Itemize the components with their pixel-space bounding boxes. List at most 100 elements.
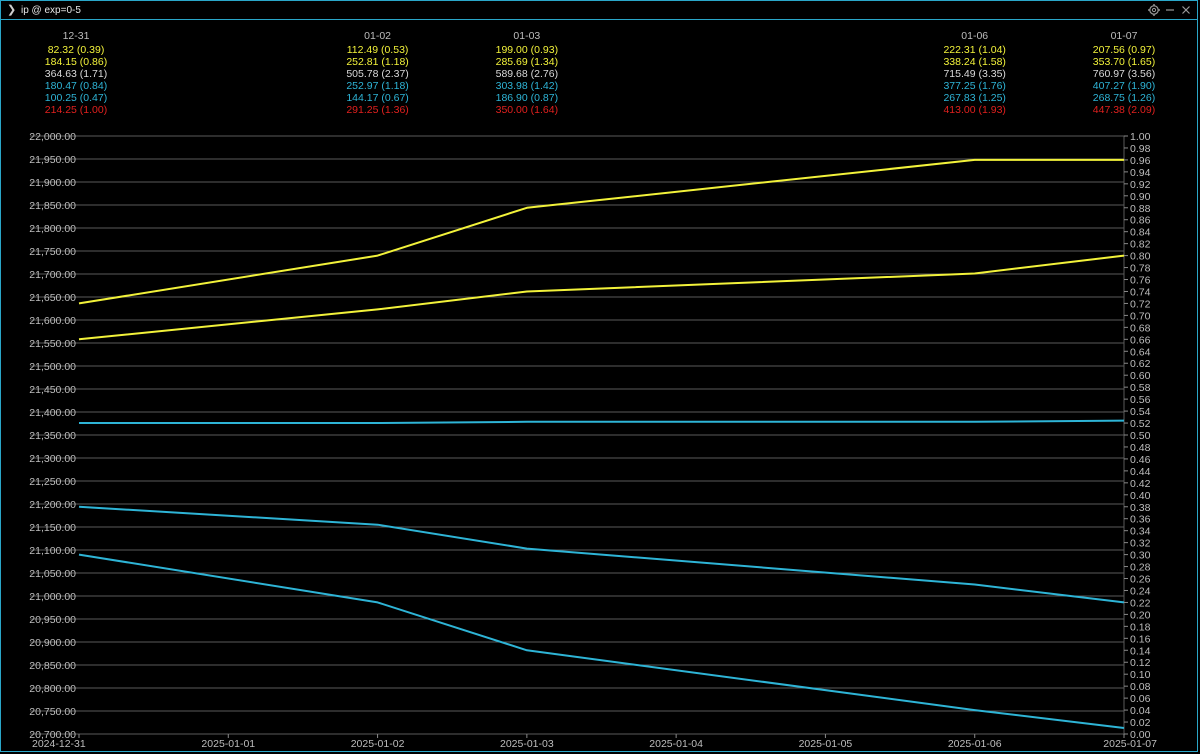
right-tick-label: 0.58: [1130, 382, 1151, 394]
right-tick-label: 0.16: [1130, 633, 1151, 645]
series-line: [79, 419, 1125, 424]
right-tick-label: 0.98: [1130, 143, 1151, 155]
header-value: 303.98 (1.42): [496, 80, 558, 92]
right-tick-label: 0.34: [1130, 526, 1151, 538]
right-tick-label: 0.64: [1130, 346, 1151, 358]
left-tick-label: 20,900.00: [29, 637, 76, 649]
header-value: 364.63 (1.71): [45, 68, 107, 80]
right-tick-label: 0.26: [1130, 574, 1151, 586]
header-value: 100.25 (0.47): [45, 92, 107, 104]
right-axis: 0.000.020.040.060.080.100.120.140.160.18…: [1124, 131, 1151, 741]
x-tick-label: 2025-01-05: [799, 738, 853, 750]
header-value: 760.97 (3.56): [1093, 68, 1155, 80]
right-tick-label: 0.20: [1130, 609, 1151, 621]
right-tick-label: 0.24: [1130, 585, 1151, 597]
command-input[interactable]: [21, 3, 1121, 17]
x-tick-label: 2024-12-31: [32, 738, 86, 750]
right-tick-label: 0.62: [1130, 358, 1151, 370]
right-tick-label: 0.88: [1130, 203, 1151, 215]
x-tick-label: 2025-01-06: [948, 738, 1002, 750]
right-tick-label: 0.28: [1130, 562, 1151, 574]
right-tick-label: 0.06: [1130, 693, 1151, 705]
left-tick-label: 21,650.00: [29, 292, 76, 304]
right-tick-label: 0.74: [1130, 286, 1151, 298]
left-tick-label: 21,000.00: [29, 591, 76, 603]
right-tick-label: 0.14: [1130, 645, 1151, 657]
header-value: 377.25 (1.76): [943, 80, 1005, 92]
command-bar: ❯: [1, 1, 1197, 20]
minimize-icon[interactable]: [1163, 3, 1177, 17]
left-axis: 20,700.00 20,750.00 20,800.00 20,850.00 20,9…: [29, 131, 76, 741]
right-tick-label: 0.32: [1130, 538, 1151, 550]
right-tick-label: 0.08: [1130, 681, 1151, 693]
right-tick-label: 0.40: [1130, 490, 1151, 502]
right-tick-label: 0.02: [1130, 717, 1151, 729]
header-value: 285.69 (1.34): [496, 56, 558, 68]
header-value: 199.00 (0.93): [496, 44, 558, 56]
right-tick-label: 0.54: [1130, 406, 1151, 418]
close-icon[interactable]: [1179, 3, 1193, 17]
right-tick-label: 0.82: [1130, 239, 1151, 251]
x-tick-label: 2025-01-03: [500, 738, 554, 750]
left-tick-label: 21,950.00: [29, 154, 76, 166]
header-value: 338.24 (1.58): [943, 56, 1005, 68]
header-value: 186.90 (0.87): [496, 92, 558, 104]
series-lines: [78, 158, 1125, 729]
line-chart: 12-31 82.32 (0.39)184.15 (0.86)364.63 (1.…: [29, 30, 1157, 750]
right-tick-label: 0.44: [1130, 466, 1151, 478]
header-value: 252.97 (1.18): [346, 80, 408, 92]
right-tick-label: 0.36: [1130, 514, 1151, 526]
header-value: 222.31 (1.04): [943, 44, 1005, 56]
left-tick-label: 21,900.00: [29, 177, 76, 189]
header-value: 413.00 (1.93): [943, 104, 1005, 116]
chevron-right-icon: ❯: [7, 4, 17, 16]
right-tick-label: 0.50: [1130, 430, 1151, 442]
right-tick-label: 0.86: [1130, 215, 1151, 227]
right-tick-label: 0.76: [1130, 275, 1151, 287]
header-date: 12-31: [63, 30, 90, 42]
header-value: 214.25 (1.00): [45, 104, 107, 116]
left-tick-label: 21,200.00: [29, 499, 76, 511]
right-tick-label: 0.52: [1130, 418, 1151, 430]
header-date: 01-06: [961, 30, 988, 42]
right-tick-label: 0.04: [1130, 705, 1151, 717]
right-tick-label: 0.38: [1130, 502, 1151, 514]
header-date: 01-07: [1111, 30, 1138, 42]
left-tick-label: 21,300.00: [29, 453, 76, 465]
right-tick-label: 0.22: [1130, 597, 1151, 609]
header-table: 12-31 82.32 (0.39)184.15 (0.86)364.63 (1.…: [45, 30, 1155, 116]
header-date: 01-03: [513, 30, 540, 42]
right-tick-label: 0.30: [1130, 550, 1151, 562]
x-tick-label: 2025-01-04: [649, 738, 703, 750]
left-tick-label: 20,700.00: [29, 729, 76, 741]
header-value: 447.38 (2.09): [1093, 104, 1155, 116]
gear-icon[interactable]: [1147, 3, 1161, 17]
header-value: 268.75 (1.26): [1093, 92, 1155, 104]
left-tick-label: 20,750.00: [29, 706, 76, 718]
left-tick-label: 21,350.00: [29, 430, 76, 442]
header-value: 252.81 (1.18): [346, 56, 408, 68]
right-tick-label: 0.94: [1130, 167, 1151, 179]
right-tick-label: 0.48: [1130, 442, 1151, 454]
right-tick-label: 0.00: [1130, 729, 1151, 741]
left-tick-label: 21,700.00: [29, 269, 76, 281]
right-tick-label: 0.72: [1130, 298, 1151, 310]
grid-lines: [30, 135, 1125, 735]
header-value: 207.56 (0.97): [1093, 44, 1155, 56]
x-tick-label: 2025-01-01: [201, 738, 255, 750]
right-tick-label: 0.60: [1130, 370, 1151, 382]
right-tick-label: 0.92: [1130, 179, 1151, 191]
right-tick-label: 0.18: [1130, 621, 1151, 633]
right-tick-label: 0.84: [1130, 227, 1151, 239]
header-value: 353.70 (1.65): [1093, 56, 1155, 68]
left-tick-label: 21,750.00: [29, 246, 76, 258]
left-tick-label: 21,500.00: [29, 361, 76, 373]
header-value: 715.49 (3.35): [943, 68, 1005, 80]
right-tick-label: 0.56: [1130, 394, 1151, 406]
series-line: [78, 158, 1124, 305]
left-tick-label: 20,950.00: [29, 614, 76, 626]
left-tick-label: 21,550.00: [29, 338, 76, 350]
header-value: 505.78 (2.37): [346, 68, 408, 80]
x-tick-label: 2025-01-02: [351, 738, 405, 750]
right-tick-label: 0.96: [1130, 155, 1151, 167]
